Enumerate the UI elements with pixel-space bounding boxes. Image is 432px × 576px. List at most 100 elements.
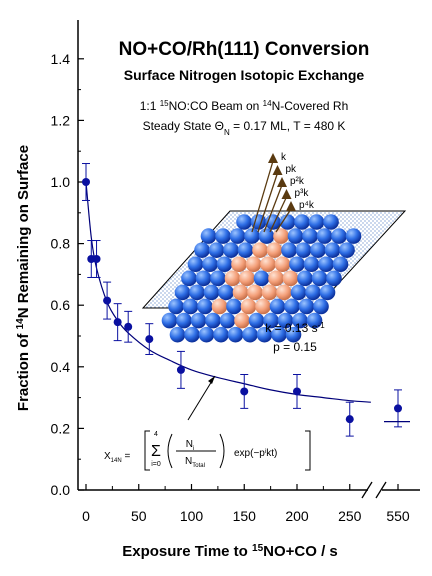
rhodium-atom: [169, 326, 186, 343]
nitrogen-atom: [240, 298, 257, 315]
beam-arrow-head: [286, 201, 296, 211]
rhodium-atom: [219, 312, 236, 329]
rhodium-atom: [182, 298, 199, 315]
beam-arrow-label: k: [281, 152, 287, 163]
rhodium-atom: [242, 326, 258, 343]
rhodium-atom: [281, 242, 297, 258]
rhodium-atom: [176, 312, 192, 329]
x-tick-label: 550: [386, 508, 410, 524]
data-point: [113, 303, 122, 342]
rhodium-atom: [244, 228, 260, 244]
nitrogen-atom: [268, 270, 284, 287]
nitrogen-atom: [276, 284, 292, 301]
point-marker: [176, 365, 185, 374]
point-marker: [82, 178, 90, 186]
chart-subtitle: Surface Nitrogen Isotopic Exchange: [124, 67, 365, 83]
rhodium-atom: [308, 214, 325, 230]
x-tick-label: 200: [285, 508, 309, 524]
point-marker: [293, 387, 301, 396]
rhodium-atom: [215, 228, 231, 244]
rhodium-atom: [218, 284, 234, 301]
rhodium-atom: [271, 326, 287, 343]
rhodium-atom: [208, 242, 225, 258]
formula-pointer-head: [208, 376, 215, 384]
k-value-label: k = 0.13 s-1: [265, 321, 325, 336]
beam-arrow-label: pk: [286, 164, 298, 175]
nitrogen-atom: [261, 284, 278, 301]
formula-pointer-line: [187, 375, 216, 421]
formula-numerator: Ni: [186, 439, 195, 452]
beam-arrow-line: [275, 208, 292, 233]
rhodium-atom: [263, 312, 279, 329]
nitrogen-atom: [274, 256, 291, 273]
x-axis-label: Exposure Time to 15NO+CO / s: [122, 543, 338, 561]
point-marker: [240, 387, 249, 396]
point-marker: [113, 318, 122, 327]
rhodium-atom: [313, 298, 329, 315]
nitrogen-atom: [224, 270, 241, 287]
rhodium-atom: [194, 242, 210, 258]
formula: X14N = 4 Σ i=0 Ni NTotal exp(−pikt): [104, 430, 311, 471]
nitrogen-atom: [245, 256, 262, 273]
rhodium-atom: [287, 228, 304, 244]
beam-arrow-label: p²k: [290, 176, 305, 187]
point-marker: [394, 404, 402, 413]
rhodium-atom: [295, 242, 312, 258]
formula-tail: exp(−pikt): [234, 448, 277, 459]
rhodium-atom: [339, 242, 355, 258]
data-points: [82, 163, 402, 437]
rhodium-atom: [216, 256, 233, 273]
beam-arrow-line: [263, 184, 283, 233]
rhodium-atom: [294, 214, 310, 230]
axis-break-marks: [361, 481, 387, 499]
rhodium-atom: [203, 284, 220, 301]
rhodium-atom: [205, 312, 221, 329]
x-tick-label: 250: [338, 508, 362, 524]
rhodium-atom: [187, 256, 204, 273]
p-value-label: p = 0.15: [273, 340, 317, 354]
rhodium-atom: [332, 256, 349, 273]
steady-state-annotation: Steady State ΘN = 0.17 ML, T = 480 K: [143, 119, 346, 137]
formula-paren-right: [219, 433, 225, 469]
data-point: [82, 163, 90, 201]
surface-atoms: [161, 214, 362, 343]
rhodium-atom: [229, 228, 246, 244]
rhodium-atom: [258, 228, 275, 244]
rhodium-atom: [331, 228, 347, 244]
rhodium-atom: [324, 242, 341, 258]
rhodium-atom: [310, 242, 326, 258]
rhodium-atom: [181, 270, 197, 287]
rhodium-atom: [306, 312, 323, 329]
rhodium-atom: [279, 214, 296, 230]
rhodium-atom: [316, 228, 333, 244]
rhodium-atom: [161, 312, 178, 329]
x-tick-label: 0: [82, 508, 90, 524]
rhodium-atom: [174, 284, 191, 301]
x-tick-label: 50: [131, 508, 147, 524]
rhodium-atom: [292, 312, 308, 329]
y-tick-label: 0.6: [51, 297, 71, 313]
rhodium-atom: [190, 312, 207, 329]
data-point: [293, 374, 301, 409]
rhodium-atom: [318, 256, 334, 273]
rhodium-atom: [302, 228, 318, 244]
formula-sum-bottom: i=0: [151, 461, 161, 468]
y-axis-label: Fraction of 14N Remaining on Surface: [15, 145, 33, 411]
rhodium-atom: [184, 326, 200, 343]
beam-arrow-label: p⁴k: [299, 200, 315, 211]
beam-arrow-line: [251, 160, 274, 233]
y-tick-label: 1.0: [51, 174, 71, 190]
y-tick-label: 1.2: [51, 112, 71, 128]
x-ticks: 0 50 100 150 200 250 550: [82, 484, 410, 524]
axes: [77, 20, 420, 499]
y-ticks: 0.0 0.2 0.4 0.6 0.8 1.0 1.2 1.4: [51, 51, 84, 498]
nitrogen-atom: [247, 284, 263, 301]
nitrogen-atom: [231, 256, 247, 273]
y-tick-label: 1.4: [51, 51, 71, 67]
formula-bracket-left: [144, 430, 150, 471]
formula-sigma: Σ: [151, 443, 161, 460]
rhodium-atom: [303, 256, 320, 273]
beam-arrow-head: [272, 165, 283, 175]
